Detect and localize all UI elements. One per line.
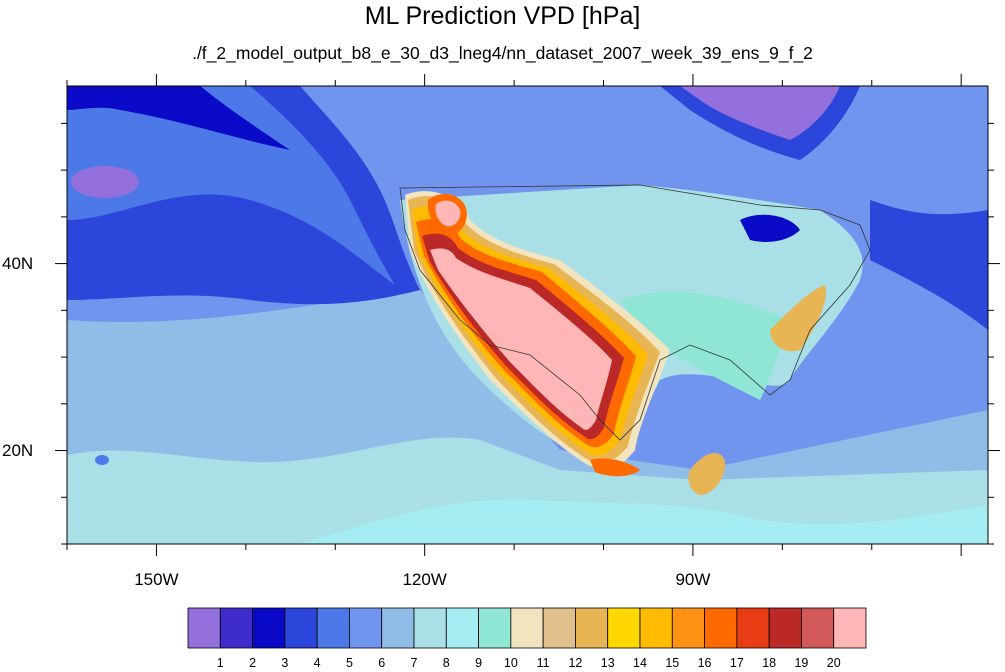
colorbar-label: 1	[216, 656, 224, 670]
colorbar-label: 7	[410, 656, 418, 670]
colorbar-swatch	[542, 607, 576, 649]
map-subtitle: ./f_2_model_output_b8_e_30_d3_lneg4/nn_d…	[192, 43, 813, 63]
lat-tick-label: 40N	[2, 253, 34, 273]
colorbar-label: 11	[536, 656, 550, 670]
contour-band-north-low	[680, 86, 840, 140]
map-frame	[66, 85, 989, 545]
contour-band-8	[300, 499, 988, 544]
colorbar-label: 17	[729, 656, 744, 670]
colorbar	[187, 607, 867, 649]
colorbar-swatch	[671, 607, 705, 649]
colorbar-swatch	[768, 607, 802, 649]
contour-band-9	[620, 291, 790, 400]
colorbar-label: 3	[281, 656, 289, 670]
lon-tick-label: 150W	[134, 570, 179, 589]
colorbar-label: 18	[762, 656, 777, 670]
colorbar-swatch	[801, 607, 835, 649]
colorbar-label: 13	[600, 656, 615, 670]
colorbar-swatch	[478, 607, 512, 649]
contour-band-nw-core	[435, 200, 461, 227]
colorbar-label: 15	[665, 656, 680, 670]
colorbar-swatch	[381, 607, 415, 649]
contour-band-southeast	[770, 285, 826, 352]
colorbar-swatch	[219, 607, 253, 649]
colorbar-swatch	[833, 607, 867, 649]
contour-band-1	[71, 166, 139, 198]
lon-tick-label: 120W	[402, 570, 447, 589]
contour-band-7	[67, 437, 988, 544]
colorbar-swatch	[252, 607, 286, 649]
colorbar-label: 16	[697, 656, 712, 670]
us-border	[399, 184, 871, 441]
lon-tick-label: 90W	[675, 570, 711, 589]
lat-tick-label: 20N	[2, 440, 34, 460]
colorbar-label: 19	[794, 656, 809, 670]
colorbar-swatch	[413, 607, 447, 649]
contour-band-mexico-south	[590, 458, 640, 477]
colorbar-label: 6	[378, 656, 386, 670]
colorbar-label: 9	[475, 656, 483, 670]
colorbar-swatch	[445, 607, 479, 649]
colorbar-swatch	[639, 607, 673, 649]
contour-band-5	[67, 86, 395, 285]
colorbar-swatch	[284, 607, 318, 649]
colorbar-swatch	[187, 607, 221, 649]
colorbar-swatch	[510, 607, 544, 649]
colorbar-swatch	[349, 607, 383, 649]
colorbar-label: 12	[568, 656, 583, 670]
colorbar-label: 4	[313, 656, 321, 670]
colorbar-swatch	[704, 607, 738, 649]
colorbar-label: 2	[249, 656, 257, 670]
colorbar-label: 14	[633, 656, 647, 670]
great-lakes	[740, 214, 800, 242]
map-title: ML Prediction VPD [hPa]	[364, 2, 641, 30]
hawaii	[95, 455, 109, 465]
colorbar-label: 10	[503, 656, 518, 670]
colorbar-swatch	[607, 607, 641, 649]
colorbar-label: 5	[345, 656, 353, 670]
contour-band-3	[67, 86, 290, 150]
contour-band-atlantic	[870, 200, 988, 330]
colorbar-swatch	[316, 607, 350, 649]
colorbar-swatch	[575, 607, 609, 649]
colorbar-swatch	[736, 607, 770, 649]
contour-band-yucatan	[688, 452, 726, 495]
colorbar-label: 20	[826, 656, 841, 670]
colorbar-label: 8	[442, 656, 450, 670]
